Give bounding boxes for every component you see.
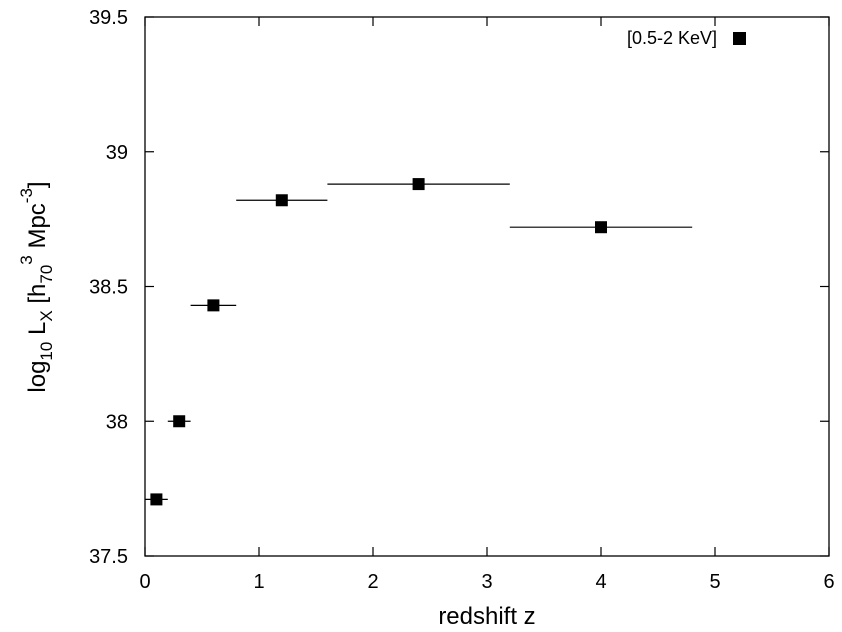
legend-marker: [733, 32, 746, 45]
y-tick-label: 38: [106, 411, 128, 433]
y-tick-label: 39: [106, 142, 128, 164]
data-point: [173, 415, 186, 428]
x-tick-label: 5: [709, 571, 720, 593]
x-tick-label: 4: [595, 571, 606, 593]
x-tick-label: 2: [367, 571, 378, 593]
x-axis-label: redshift z: [438, 603, 535, 630]
data-point: [207, 299, 220, 312]
data-point: [275, 194, 288, 207]
x-tick-label: 6: [823, 571, 834, 593]
data-points: [150, 178, 607, 506]
data-point: [412, 178, 425, 191]
x-tick-label: 1: [253, 571, 264, 593]
x-tick-label: 3: [481, 571, 492, 593]
legend-label: [0.5-2 KeV]: [627, 28, 717, 48]
error-bars: [145, 183, 693, 501]
x-tick-labels: 0 1 2 3 4 5 6: [139, 571, 834, 593]
data-point: [595, 221, 607, 234]
x-tick-label: 0: [139, 571, 150, 593]
y-tick-labels: 37.5 38 38.5 39 39.5: [89, 7, 128, 568]
y-tick-label: 38.5: [89, 277, 128, 299]
y-tick-label: 37.5: [89, 546, 128, 568]
axis-ticks: [144, 16, 830, 557]
plot-frame: [144, 16, 830, 557]
y-tick-label: 39.5: [89, 7, 128, 29]
data-point: [150, 493, 163, 506]
legend: [0.5-2 KeV]: [627, 28, 746, 48]
y-axis-label: log10 LX [h703 Mpc-3]: [17, 181, 56, 392]
